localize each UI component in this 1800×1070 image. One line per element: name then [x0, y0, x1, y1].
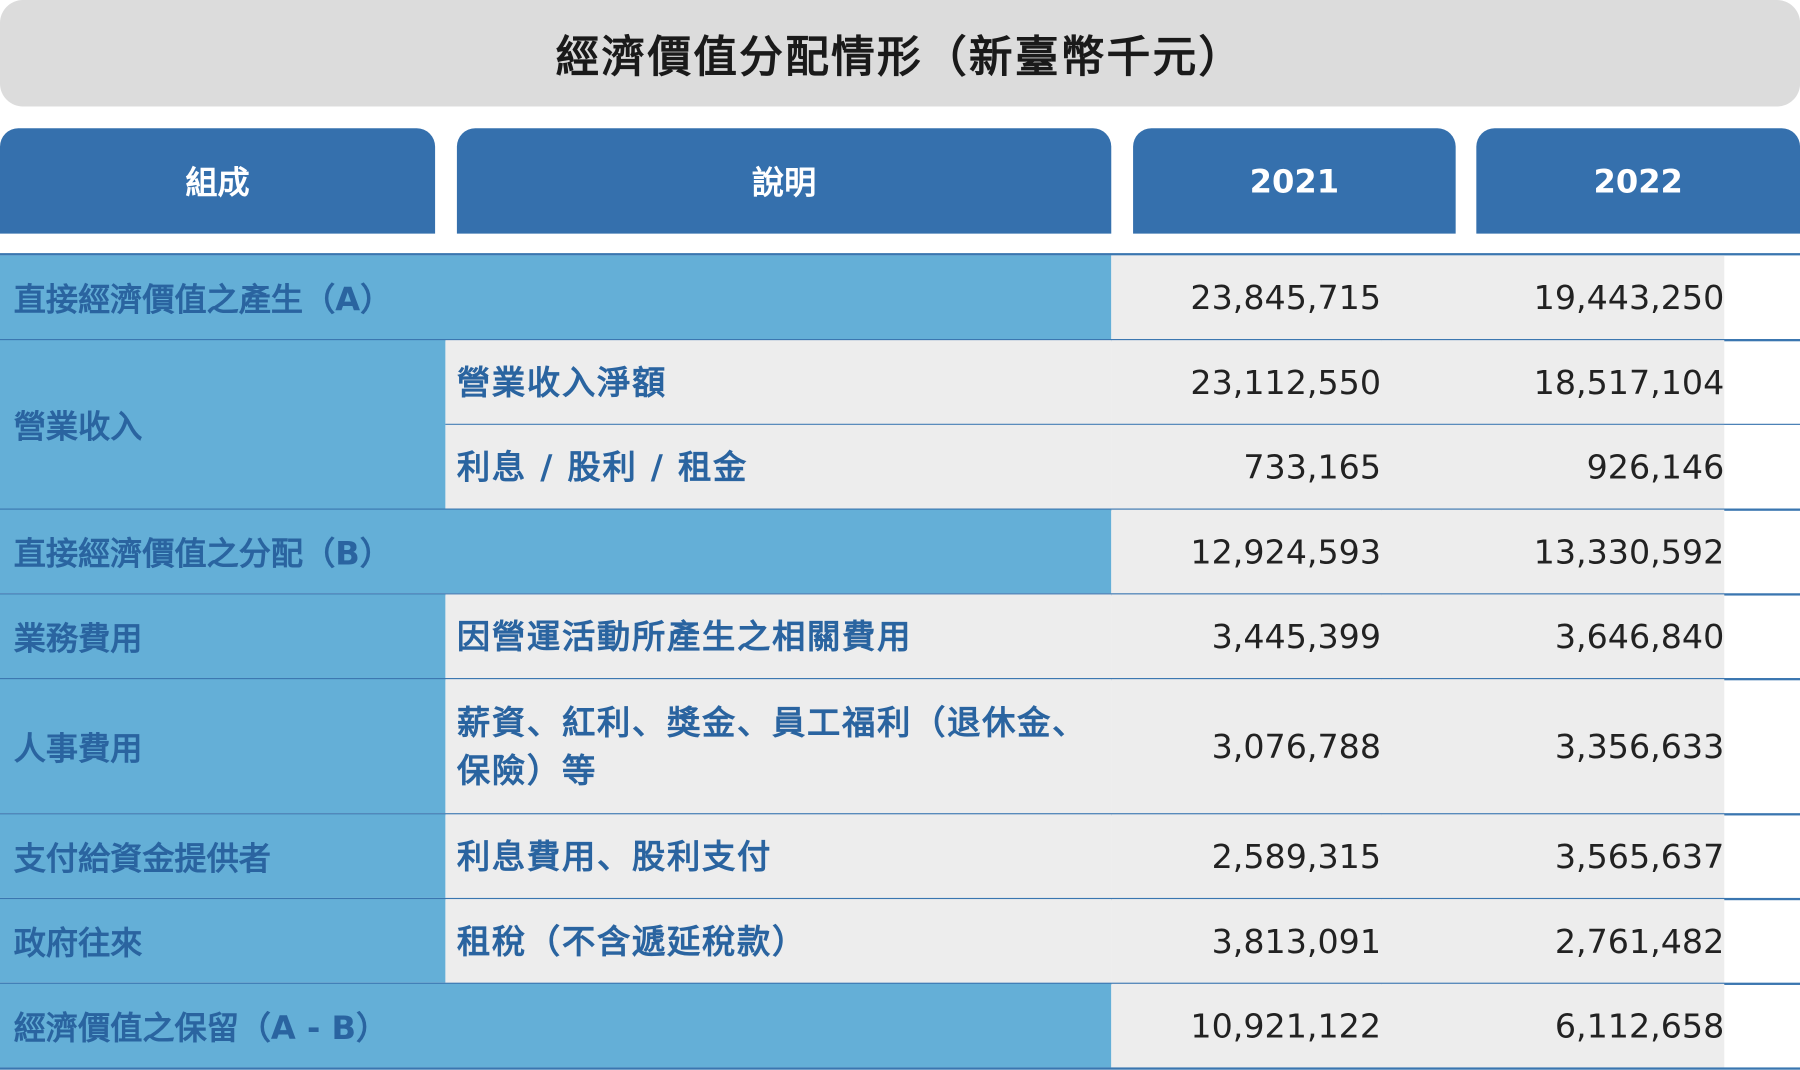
value-cell: 13,330,592 — [1381, 509, 1725, 594]
value-cell: 3,565,637 — [1381, 814, 1725, 898]
header-rule — [0, 253, 1800, 256]
description-cell: 利息費用、股利支付 — [445, 814, 1112, 898]
value-cell: 6,112,658 — [1381, 983, 1725, 1068]
header-cell: 組成 — [0, 128, 436, 234]
header-cell: 2021 — [1133, 128, 1456, 234]
value-cell: 2,589,315 — [1111, 814, 1382, 898]
section-label: 直接經濟價值之產生（A） — [0, 255, 1112, 340]
value-cell: 23,845,715 — [1111, 255, 1382, 340]
component-label: 支付給資金提供者 — [0, 814, 446, 898]
row-rule — [0, 1067, 1800, 1070]
value-cell: 926,146 — [1381, 424, 1725, 509]
description-cell: 薪資、紅利、獎金、員工福利（退休金、保險）等 — [445, 679, 1112, 814]
header-cell: 2022 — [1476, 128, 1800, 234]
header-cell: 說明 — [456, 128, 1112, 234]
row-rule — [0, 897, 1800, 901]
value-cell: 23,112,550 — [1111, 340, 1382, 424]
value-cell: 12,924,593 — [1111, 509, 1382, 594]
row-rule — [0, 813, 1800, 816]
value-cell: 733,165 — [1111, 424, 1382, 509]
value-cell: 3,356,633 — [1381, 679, 1725, 814]
component-label: 人事費用 — [0, 679, 446, 814]
value-cell: 18,517,104 — [1381, 340, 1725, 424]
row-rule — [0, 982, 1800, 985]
component-label: 營業收入 — [0, 340, 446, 509]
value-cell: 3,646,840 — [1381, 594, 1725, 679]
description-cell: 利息 / 股利 / 租金 — [445, 424, 1112, 509]
section-label: 經濟價值之保留（A - B） — [0, 983, 1112, 1068]
component-label: 政府往來 — [0, 899, 446, 983]
value-cell: 2,761,482 — [1381, 899, 1725, 983]
description-cell: 因營運活動所產生之相關費用 — [445, 594, 1112, 679]
value-cell: 3,076,788 — [1111, 679, 1382, 814]
description-cell: 租稅（不含遞延稅款） — [445, 899, 1112, 983]
component-label: 業務費用 — [0, 594, 446, 679]
value-cell: 3,445,399 — [1111, 594, 1382, 679]
value-cell: 19,443,250 — [1381, 255, 1725, 340]
value-cell: 10,921,122 — [1111, 983, 1382, 1068]
description-cell: 營業收入淨額 — [445, 340, 1112, 424]
title: 經濟價值分配情形（新臺幣千元） — [0, 0, 1800, 107]
value-cell: 3,813,091 — [1111, 899, 1382, 983]
section-label: 直接經濟價值之分配（B） — [0, 509, 1112, 594]
row-rule — [445, 423, 1800, 425]
